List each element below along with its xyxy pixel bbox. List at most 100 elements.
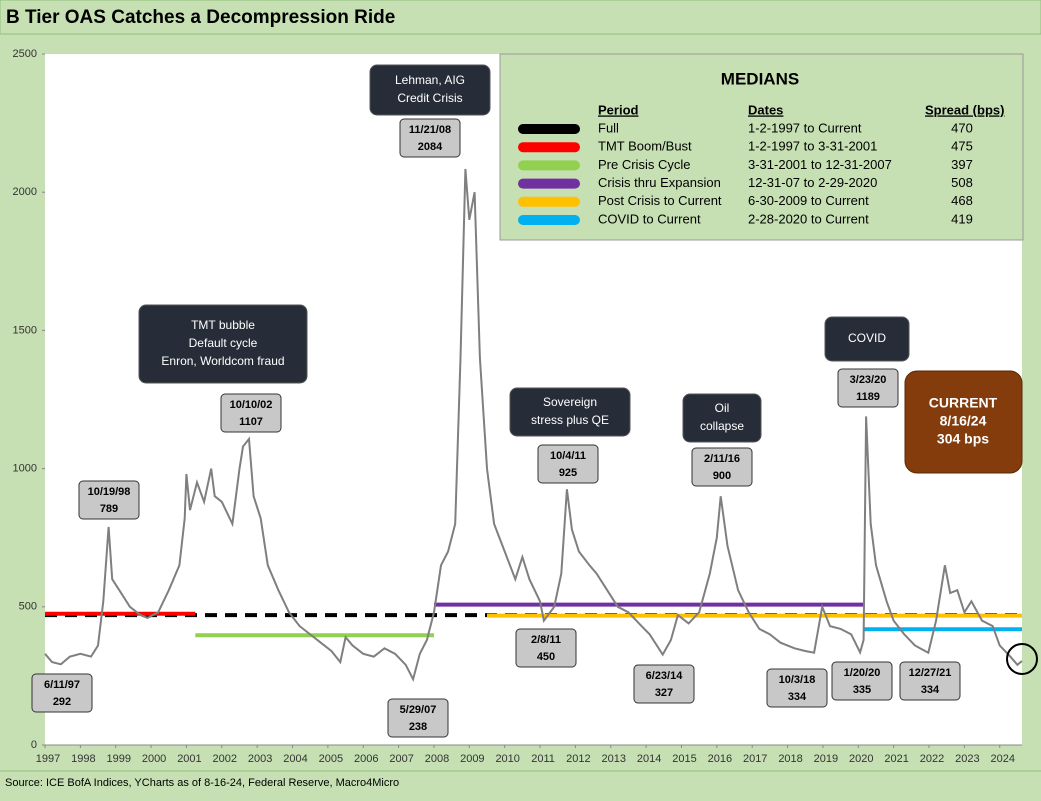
annotation-date: 10/10/02 <box>230 399 273 411</box>
legend-swatch <box>518 178 580 189</box>
x-tick-label: 1999 <box>106 753 130 765</box>
annotation-value: 789 <box>100 503 118 515</box>
table-header: Period <box>598 102 639 117</box>
legend-swatch <box>518 160 580 171</box>
annotation-value: 292 <box>53 696 71 708</box>
annotation-value: 900 <box>713 470 731 482</box>
event-text: Default cycle <box>189 336 258 350</box>
annotation-value: 450 <box>537 651 555 663</box>
current-text: 304 bps <box>937 431 989 447</box>
event-text: COVID <box>848 331 886 345</box>
legend-value: 468 <box>951 193 973 208</box>
event-box <box>824 316 910 362</box>
table-header: Dates <box>748 102 783 117</box>
annotation-date: 10/4/11 <box>550 450 586 462</box>
legend-period: COVID to Current <box>598 211 701 226</box>
legend-dates: 1-2-1997 to Current <box>748 120 862 135</box>
x-tick-label: 2024 <box>990 753 1014 765</box>
x-tick-label: 2019 <box>814 753 838 765</box>
legend-dates: 1-2-1997 to 3-31-2001 <box>748 139 877 154</box>
legend-value: 475 <box>951 139 973 154</box>
x-tick-label: 1997 <box>36 753 60 765</box>
x-tick-label: 2010 <box>495 753 519 765</box>
annotation-box <box>831 661 893 701</box>
legend-period: Post Crisis to Current <box>598 193 722 208</box>
event-text: Sovereign <box>543 395 597 409</box>
annotation-date: 6/11/97 <box>44 679 80 691</box>
title-bar <box>0 0 1041 35</box>
legend-swatch <box>518 215 580 225</box>
event-box <box>509 387 631 437</box>
annotation-box <box>387 698 449 738</box>
x-tick-label: 2021 <box>884 753 908 765</box>
y-tick-label: 500 <box>19 601 37 613</box>
annotation-box <box>691 447 753 487</box>
legend-dates: 3-31-2001 to 12-31-2007 <box>748 157 892 172</box>
event-box <box>682 393 762 443</box>
event-box <box>138 304 308 384</box>
annotation-value: 1107 <box>239 416 263 428</box>
legend-value: 397 <box>951 157 973 172</box>
annotation-value: 335 <box>853 684 871 696</box>
annotation-date: 1/20/20 <box>844 667 881 679</box>
current-marker <box>1006 642 1038 675</box>
medians-title: MEDIANS <box>721 69 799 88</box>
legend-dates: 6-30-2009 to Current <box>748 193 869 208</box>
table-header: Spread (bps) <box>925 102 1004 117</box>
current-text: CURRENT <box>929 395 998 411</box>
x-tick-label: 2022 <box>920 753 944 765</box>
legend-swatch <box>518 196 580 207</box>
x-tick-label: 2001 <box>177 753 201 765</box>
annotation-value: 2084 <box>418 141 443 153</box>
annotation-box <box>31 673 93 713</box>
legend-period: Pre Crisis Cycle <box>598 157 690 172</box>
annotation-box <box>899 661 961 701</box>
y-tick-label: 1500 <box>13 324 37 336</box>
legend-swatch <box>518 142 580 153</box>
x-tick-label: 2018 <box>778 753 802 765</box>
annotation-box <box>537 444 599 484</box>
event-text: TMT bubble <box>191 318 255 332</box>
legend-dates: 12-31-07 to 2-29-2020 <box>748 175 877 190</box>
annotation-date: 2/8/11 <box>531 634 561 646</box>
annotation-value: 334 <box>788 691 807 703</box>
annotation-date: 10/19/98 <box>88 486 131 498</box>
annotation-date: 2/11/16 <box>704 453 740 465</box>
annotation-date: 10/3/18 <box>779 674 816 686</box>
y-tick-label: 2000 <box>13 186 37 198</box>
x-tick-label: 2002 <box>213 753 237 765</box>
annotation-date: 5/29/07 <box>400 704 437 716</box>
annotation-date: 6/23/14 <box>646 670 684 682</box>
annotation-box <box>766 668 828 708</box>
event-box <box>369 64 491 116</box>
x-tick-label: 2005 <box>319 753 343 765</box>
y-tick-label: 1000 <box>13 463 37 475</box>
legend-dates: 2-28-2020 to Current <box>748 211 869 226</box>
x-tick-label: 2003 <box>248 753 272 765</box>
series-line <box>44 168 1023 682</box>
annotation-box <box>399 118 461 158</box>
annotation-date: 11/21/08 <box>409 124 451 136</box>
annotation-box <box>515 628 577 668</box>
legend-period: Full <box>598 120 619 135</box>
x-tick-label: 2009 <box>460 753 484 765</box>
annotation-box <box>633 664 695 704</box>
event-text: collapse <box>700 419 744 433</box>
annotation-value: 334 <box>921 684 940 696</box>
annotation-date: 3/23/20 <box>850 374 887 386</box>
y-tick-label: 0 <box>31 739 37 751</box>
x-tick-label: 2008 <box>425 753 449 765</box>
x-tick-label: 2015 <box>672 753 696 765</box>
event-text: Enron, Worldcom fraud <box>161 354 284 368</box>
legend-period: Crisis thru Expansion <box>598 175 721 190</box>
annotation-value: 238 <box>409 721 427 733</box>
event-text: stress plus QE <box>531 413 609 427</box>
current-text: 8/16/24 <box>940 413 987 429</box>
legend-value: 419 <box>951 211 973 226</box>
x-tick-label: 2012 <box>566 753 590 765</box>
medians-box <box>499 53 1024 241</box>
event-text: Lehman, AIG <box>395 73 465 87</box>
legend-swatch <box>518 124 580 134</box>
legend-period: TMT Boom/Bust <box>598 139 692 154</box>
x-tick-label: 2007 <box>389 753 413 765</box>
